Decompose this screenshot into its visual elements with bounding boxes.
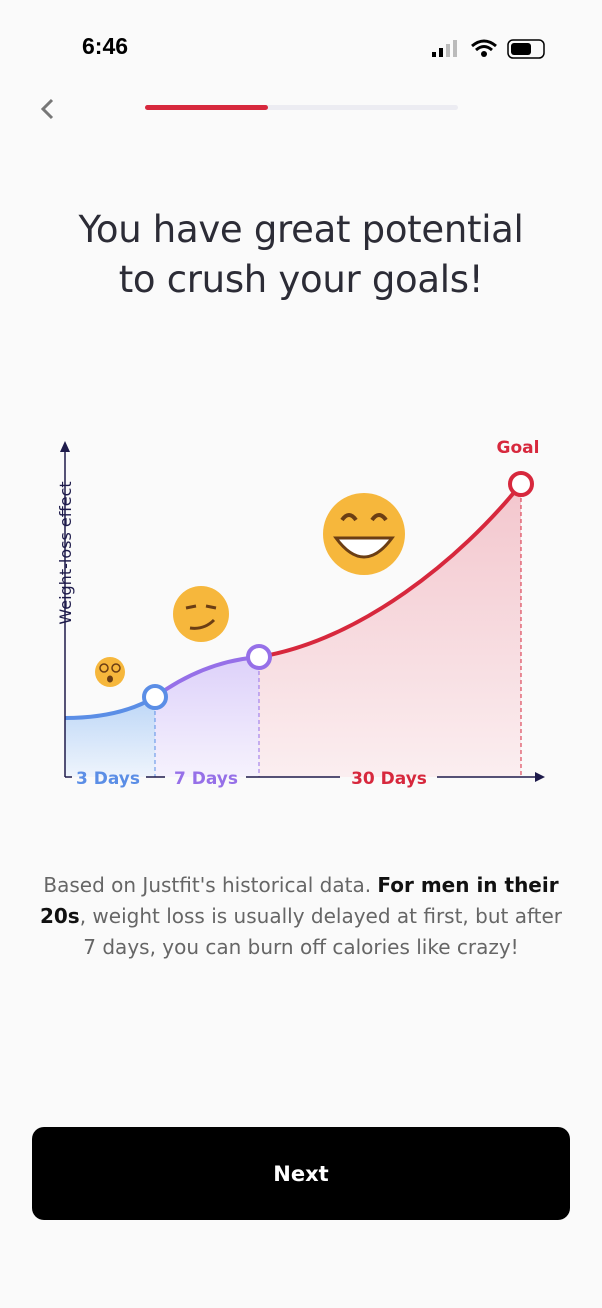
chart-illustration: Weight-loss effect Goal 3 Days 7 Days 30…	[56, 438, 545, 789]
stage-label: 3 Days	[76, 769, 140, 789]
progress-fill	[145, 105, 268, 110]
stage-label: 7 Days	[174, 769, 238, 789]
emoji	[95, 657, 125, 687]
status-time: 6:46	[82, 33, 129, 59]
emoji	[323, 493, 405, 575]
description-text: , weight loss is usually delayed at firs…	[79, 904, 563, 959]
emoji	[173, 586, 229, 642]
description-text: Based on Justfit's historical data.	[43, 873, 378, 897]
description-bold: For men in their 20s	[39, 873, 559, 928]
next-button[interactable]: Next	[32, 1127, 570, 1220]
button-label: Next	[273, 1161, 329, 1186]
stage-label: 30 Days	[351, 769, 427, 789]
back-button[interactable]	[40, 98, 54, 120]
status-icons	[432, 39, 545, 59]
description: Based on Justfit's historical data. For …	[36, 870, 566, 963]
y-axis-label: Weight-loss effect	[56, 481, 75, 624]
title-line: You have great potential	[78, 208, 524, 251]
title-line: to crush your goals!	[118, 258, 484, 301]
goal-label: Goal	[497, 438, 540, 458]
